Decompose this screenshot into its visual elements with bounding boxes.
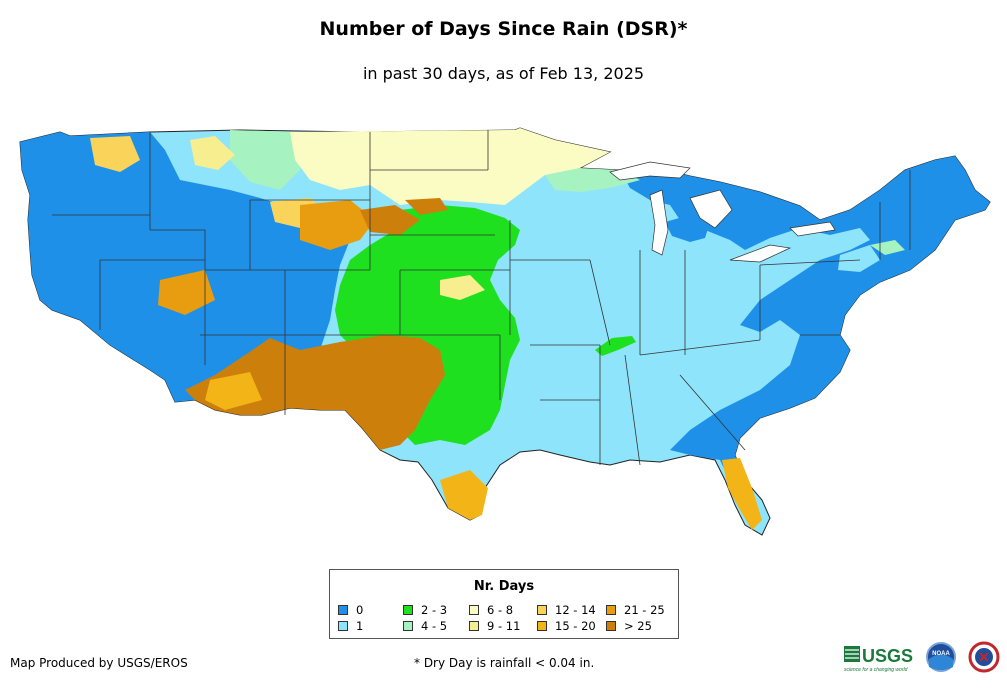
legend-swatch bbox=[338, 605, 348, 615]
legend-label: 4 - 5 bbox=[421, 619, 448, 633]
dry-day-note: * Dry Day is rainfall < 0.04 in. bbox=[414, 656, 595, 670]
zone-2-3-plains bbox=[335, 205, 520, 445]
zone-gt25-sd bbox=[405, 198, 448, 215]
lake-huron bbox=[689, 189, 733, 229]
legend-item: > 25 bbox=[606, 619, 652, 633]
zone-21-25-id bbox=[158, 270, 215, 315]
legend-swatch bbox=[469, 605, 479, 615]
lake-superior bbox=[609, 161, 691, 181]
zone-4-5-north bbox=[230, 130, 300, 190]
legend-item: 1 bbox=[338, 619, 363, 633]
legend-label: 15 - 20 bbox=[555, 619, 596, 633]
map-subtitle: in past 30 days, as of Feb 13, 2025 bbox=[362, 64, 645, 83]
usgs-logo: USGS science for a changing world bbox=[844, 646, 913, 673]
zone-9-11-mt bbox=[190, 136, 235, 170]
state-boundaries bbox=[52, 130, 911, 466]
legend-item: 21 - 25 bbox=[606, 603, 665, 617]
legend-item: 15 - 20 bbox=[537, 619, 596, 633]
legend-swatch bbox=[338, 621, 348, 631]
agency-logos: USGS science for a changing world NOAA bbox=[844, 641, 1000, 673]
legend-label: > 25 bbox=[624, 619, 652, 633]
zone-15-20-stx bbox=[440, 470, 488, 520]
legend-swatch bbox=[537, 605, 547, 615]
legend-item: 6 - 8 bbox=[469, 603, 513, 617]
conus-map bbox=[19, 127, 991, 536]
usgs-wordmark: USGS bbox=[862, 646, 913, 666]
legend-label: 6 - 8 bbox=[487, 603, 514, 617]
zone-15-20-fl bbox=[722, 458, 762, 530]
usgs-tagline: science for a changing world bbox=[844, 667, 908, 673]
legend-swatch bbox=[606, 621, 616, 631]
legend-item: 2 - 3 bbox=[403, 603, 447, 617]
legend-item: 4 - 5 bbox=[403, 619, 447, 633]
legend-swatch bbox=[606, 605, 616, 615]
lake-ontario bbox=[789, 221, 836, 237]
zone-15-20-az bbox=[205, 372, 262, 410]
legend-label: 21 - 25 bbox=[624, 603, 665, 617]
legend-label: 9 - 11 bbox=[487, 619, 521, 633]
zone-1-ne bbox=[838, 245, 880, 272]
producer-credit: Map Produced by USGS/EROS bbox=[10, 656, 188, 670]
zone-0-michigan bbox=[665, 215, 710, 242]
legend-item: 12 - 14 bbox=[537, 603, 596, 617]
legend-title: Nr. Days bbox=[473, 579, 535, 594]
zone-2-3-tn bbox=[595, 336, 636, 356]
legend-swatch bbox=[403, 605, 413, 615]
nws-logo bbox=[968, 641, 1000, 673]
zone-9-11-ne bbox=[440, 275, 485, 300]
zone-21-25-wy bbox=[300, 200, 375, 250]
zone-0-east bbox=[620, 156, 990, 482]
legend-label: 2 - 3 bbox=[421, 603, 448, 617]
map-title: Number of Days Since Rain (DSR)* bbox=[319, 18, 688, 40]
zone-4-5-ct bbox=[870, 240, 905, 255]
lake-michigan bbox=[649, 189, 669, 256]
legend-label: 1 bbox=[356, 619, 364, 633]
legend-label: 12 - 14 bbox=[555, 603, 596, 617]
legend-item: 0 bbox=[338, 603, 363, 617]
zone-12-14-mt bbox=[90, 136, 140, 172]
zone-gt25-sw bbox=[185, 335, 445, 450]
zone-0-west bbox=[20, 132, 350, 402]
noaa-wordmark: NOAA bbox=[932, 651, 950, 657]
legend-swatch bbox=[469, 621, 479, 631]
legend-swatch bbox=[537, 621, 547, 631]
noaa-logo: NOAA bbox=[926, 642, 956, 672]
legend-label: 0 bbox=[356, 603, 364, 617]
zone-gt25-wy bbox=[360, 205, 420, 235]
legend-swatch bbox=[403, 621, 413, 631]
lake-erie bbox=[729, 244, 792, 263]
legend-item: 9 - 11 bbox=[469, 619, 520, 633]
legend: Nr. Days 0 1 2 - 3 4 - 5 6 - 8 9 - 11 12 - 14 1… bbox=[329, 569, 679, 639]
